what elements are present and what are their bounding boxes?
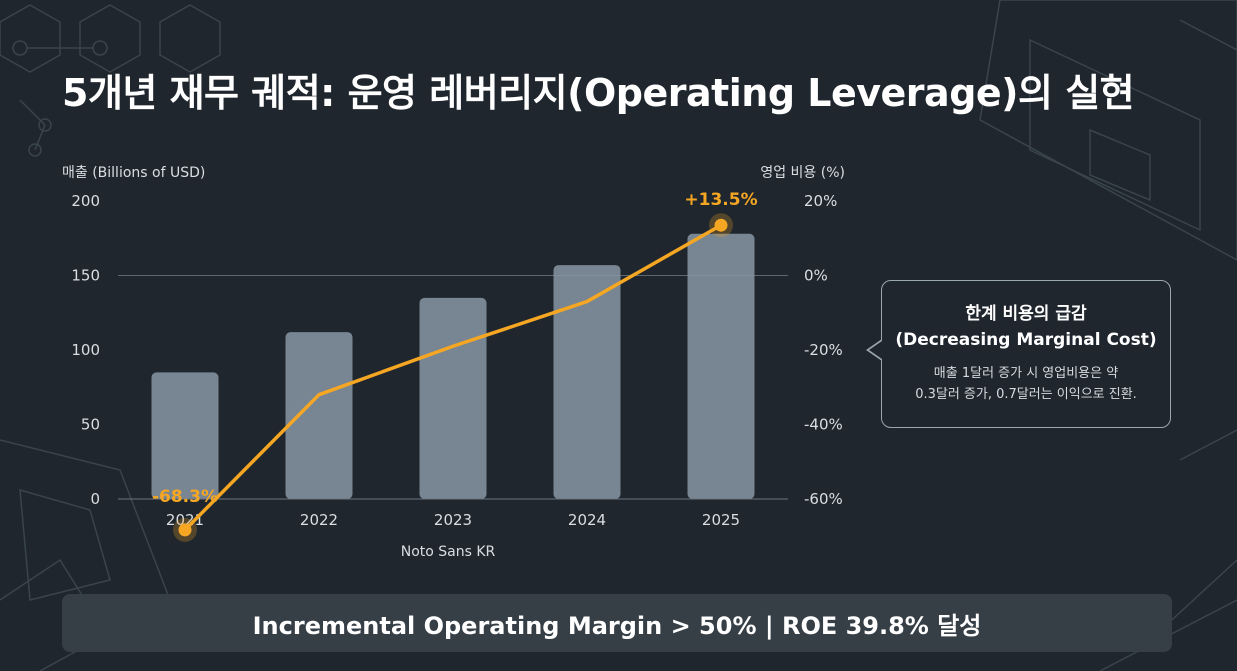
revenue-bar <box>687 233 755 499</box>
x-tick-label: 2023 <box>434 511 472 529</box>
summary-banner: Incremental Operating Margin > 50% | ROE… <box>62 594 1172 652</box>
callout-body-line-2: 0.3달러 증가, 0.7달러는 이익으로 진환. <box>915 387 1137 402</box>
left-axis-title: 매출 (Billions of USD) <box>62 165 205 181</box>
revenue-bar <box>553 265 621 499</box>
left-tick-label: 50 <box>81 416 100 434</box>
x-tick-label: 2021 <box>166 511 204 529</box>
x-tick-label: 2025 <box>702 511 740 529</box>
x-tick-label: 2024 <box>568 511 606 529</box>
revenue-bar <box>419 297 487 499</box>
opex-data-label: -68.3% <box>152 487 218 507</box>
callout-pointer-fill <box>869 341 882 359</box>
right-tick-label: -20% <box>804 341 843 359</box>
opex-point <box>714 218 728 232</box>
x-tick-label: 2022 <box>300 511 338 529</box>
summary-banner-text: Incremental Operating Margin > 50% | ROE… <box>252 611 982 640</box>
x-axis-title: Noto Sans KR <box>401 544 496 560</box>
right-tick-label: -60% <box>804 490 843 508</box>
right-tick-label: -40% <box>804 416 843 434</box>
revenue-bar <box>285 332 353 499</box>
callout-title: 한계 비용의 급감 <box>965 304 1087 324</box>
left-tick-label: 100 <box>71 341 100 359</box>
opex-data-label: +13.5% <box>684 190 757 210</box>
left-tick-label: 200 <box>71 192 100 210</box>
opex-line <box>183 223 722 532</box>
opex-point <box>178 523 192 537</box>
left-tick-label: 0 <box>90 490 100 508</box>
page-title: 5개년 재무 궤적: 운영 레버리지(Operating Leverage)의 … <box>62 71 1135 115</box>
revenue-bar <box>151 372 219 499</box>
callout-body-line-1: 매출 1달러 증가 시 영업비용은 약 <box>933 366 1119 381</box>
right-tick-label: 0% <box>804 267 828 285</box>
left-tick-label: 150 <box>71 267 100 285</box>
right-tick-label: 20% <box>804 192 837 210</box>
right-axis-title: 영업 비용 (%) <box>760 165 845 181</box>
marginal-cost-callout: 한계 비용의 급감 (Decreasing Marginal Cost) 매출 … <box>881 280 1171 428</box>
callout-subtitle: (Decreasing Marginal Cost) <box>895 330 1157 350</box>
